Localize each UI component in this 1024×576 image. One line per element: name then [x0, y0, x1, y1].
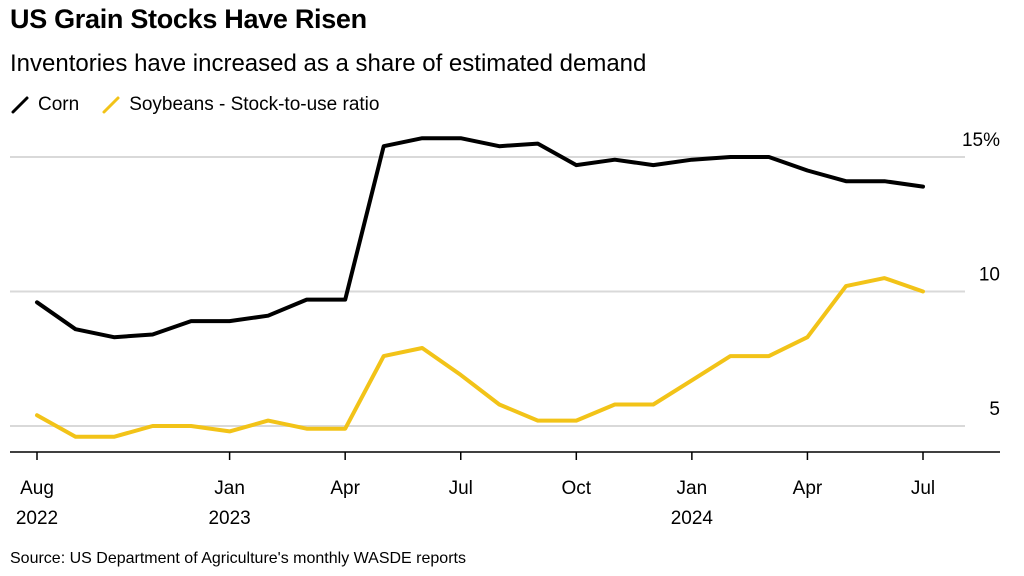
chart-title: US Grain Stocks Have Risen: [10, 4, 367, 34]
x-tick-label-23: Jul: [911, 478, 935, 499]
source-note: Source: US Department of Agriculture's m…: [10, 550, 466, 567]
y-tick-label-10: 10: [979, 265, 1000, 286]
legend-item-corn: Corn: [10, 94, 79, 116]
chart-subtitle: Inventories have increased as a share of…: [10, 50, 647, 77]
x-tick-year-label-0: 2022: [16, 508, 58, 529]
soybeans-line-swatch-icon: [102, 96, 120, 114]
x-tick-label-20: Apr: [793, 478, 823, 499]
soybeans-series-line: [35, 276, 925, 439]
x-tick-label-8: Apr: [330, 478, 360, 499]
legend-label-soybeans: Soybeans - Stock-to-use ratio: [129, 94, 380, 115]
x-tick-label-0: Aug: [20, 478, 54, 499]
y-tick-label-15: 15%: [962, 130, 1000, 151]
x-tick-label-17: Jan: [677, 478, 708, 499]
corn-line-swatch-icon: [11, 96, 29, 114]
x-tick-year-label-17: 2024: [671, 508, 714, 529]
corn-series-line: [35, 136, 925, 340]
y-tick-label-5: 5: [989, 399, 1000, 420]
legend-item-soybeans: Soybeans - Stock-to-use ratio: [101, 94, 379, 116]
legend: Corn Soybeans - Stock-to-use ratio: [10, 94, 401, 116]
x-tick-label-11: Jul: [449, 478, 473, 499]
x-tick-year-label-5: 2023: [208, 508, 250, 529]
x-tick-label-5: Jan: [214, 478, 245, 499]
legend-label-corn: Corn: [38, 94, 80, 115]
x-tick-label-14: Oct: [562, 478, 592, 499]
